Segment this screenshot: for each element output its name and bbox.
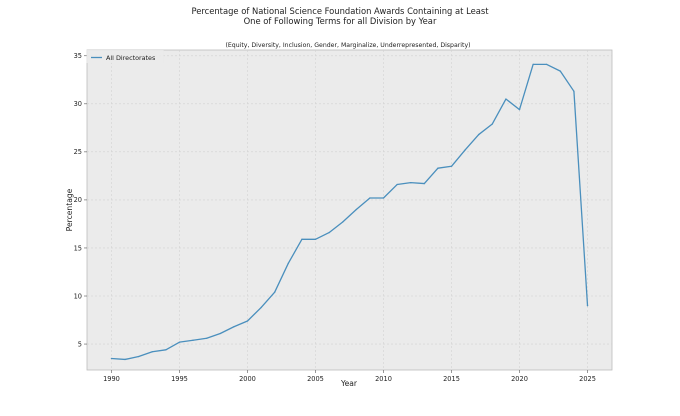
data-point <box>287 262 289 264</box>
data-point <box>518 108 521 111</box>
legend-label: All Directorates <box>106 54 156 62</box>
grid-lines <box>87 50 612 370</box>
data-point <box>491 123 493 125</box>
x-tick-label: 2025 <box>579 375 596 383</box>
data-point <box>573 90 575 92</box>
chart-title-line-2: One of Following Terms for all Division … <box>244 16 437 26</box>
x-tick-label: 2010 <box>375 375 392 383</box>
data-point <box>314 238 317 240</box>
y-tick-label: 10 <box>74 292 82 300</box>
data-point <box>233 326 235 328</box>
y-tick-label: 35 <box>74 52 82 60</box>
data-point <box>423 182 425 185</box>
y-tick-label: 20 <box>74 196 82 204</box>
data-point <box>342 221 344 223</box>
y-tick-label: 30 <box>74 100 82 108</box>
data-point <box>328 231 330 234</box>
x-tick-label: 1995 <box>171 375 188 383</box>
data-point <box>410 181 412 184</box>
data-point <box>369 197 371 199</box>
data-point <box>165 349 167 351</box>
x-axis-label: Year <box>340 379 358 388</box>
x-tick-label: 1990 <box>103 375 120 383</box>
data-point <box>124 358 126 361</box>
data-point <box>219 332 221 335</box>
data-point <box>546 63 548 66</box>
x-tick-label: 2000 <box>239 375 256 383</box>
data-point <box>151 351 153 353</box>
legend: All Directorates <box>86 50 164 63</box>
legend-box <box>86 50 164 63</box>
chart-title-line-1: Percentage of National Science Foundatio… <box>191 6 489 16</box>
y-tick-label: 5 <box>78 340 82 348</box>
data-point <box>478 133 480 136</box>
data-point <box>178 341 181 343</box>
series-line-all-directorates <box>110 63 589 361</box>
data-point <box>260 306 262 309</box>
data-point <box>138 355 140 358</box>
chart-subtitle: (Equity, Diversity, Inclusion, Gender, M… <box>225 42 470 49</box>
y-ticks: 5 10 15 20 25 30 35 <box>74 52 87 348</box>
data-point <box>437 167 439 169</box>
y-tick-label: 25 <box>74 148 82 156</box>
data-point <box>206 337 208 339</box>
data-point <box>464 149 466 151</box>
data-point <box>532 63 534 66</box>
y-tick-label: 15 <box>74 244 82 252</box>
data-point <box>450 165 453 167</box>
data-point <box>586 304 589 307</box>
data-point <box>355 208 357 211</box>
data-point <box>192 339 194 341</box>
data-point <box>110 357 113 360</box>
x-tick-label: 2020 <box>511 375 528 383</box>
plot-area <box>86 49 613 371</box>
data-series <box>110 63 589 361</box>
data-point <box>246 320 249 322</box>
x-tick-label: 2005 <box>307 375 324 383</box>
data-point <box>559 70 561 72</box>
data-point <box>505 98 507 100</box>
y-axis-label: Percentage <box>65 188 74 231</box>
data-point <box>274 291 276 293</box>
data-point <box>382 197 385 199</box>
data-point <box>301 238 303 240</box>
x-tick-label: 2015 <box>443 375 460 383</box>
data-point <box>396 183 398 186</box>
x-ticks: 1990 1995 2000 2005 2010 2015 2020 2025 <box>103 370 596 383</box>
